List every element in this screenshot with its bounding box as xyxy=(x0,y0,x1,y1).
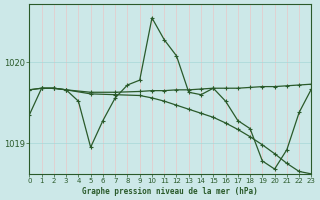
X-axis label: Graphe pression niveau de la mer (hPa): Graphe pression niveau de la mer (hPa) xyxy=(83,187,258,196)
